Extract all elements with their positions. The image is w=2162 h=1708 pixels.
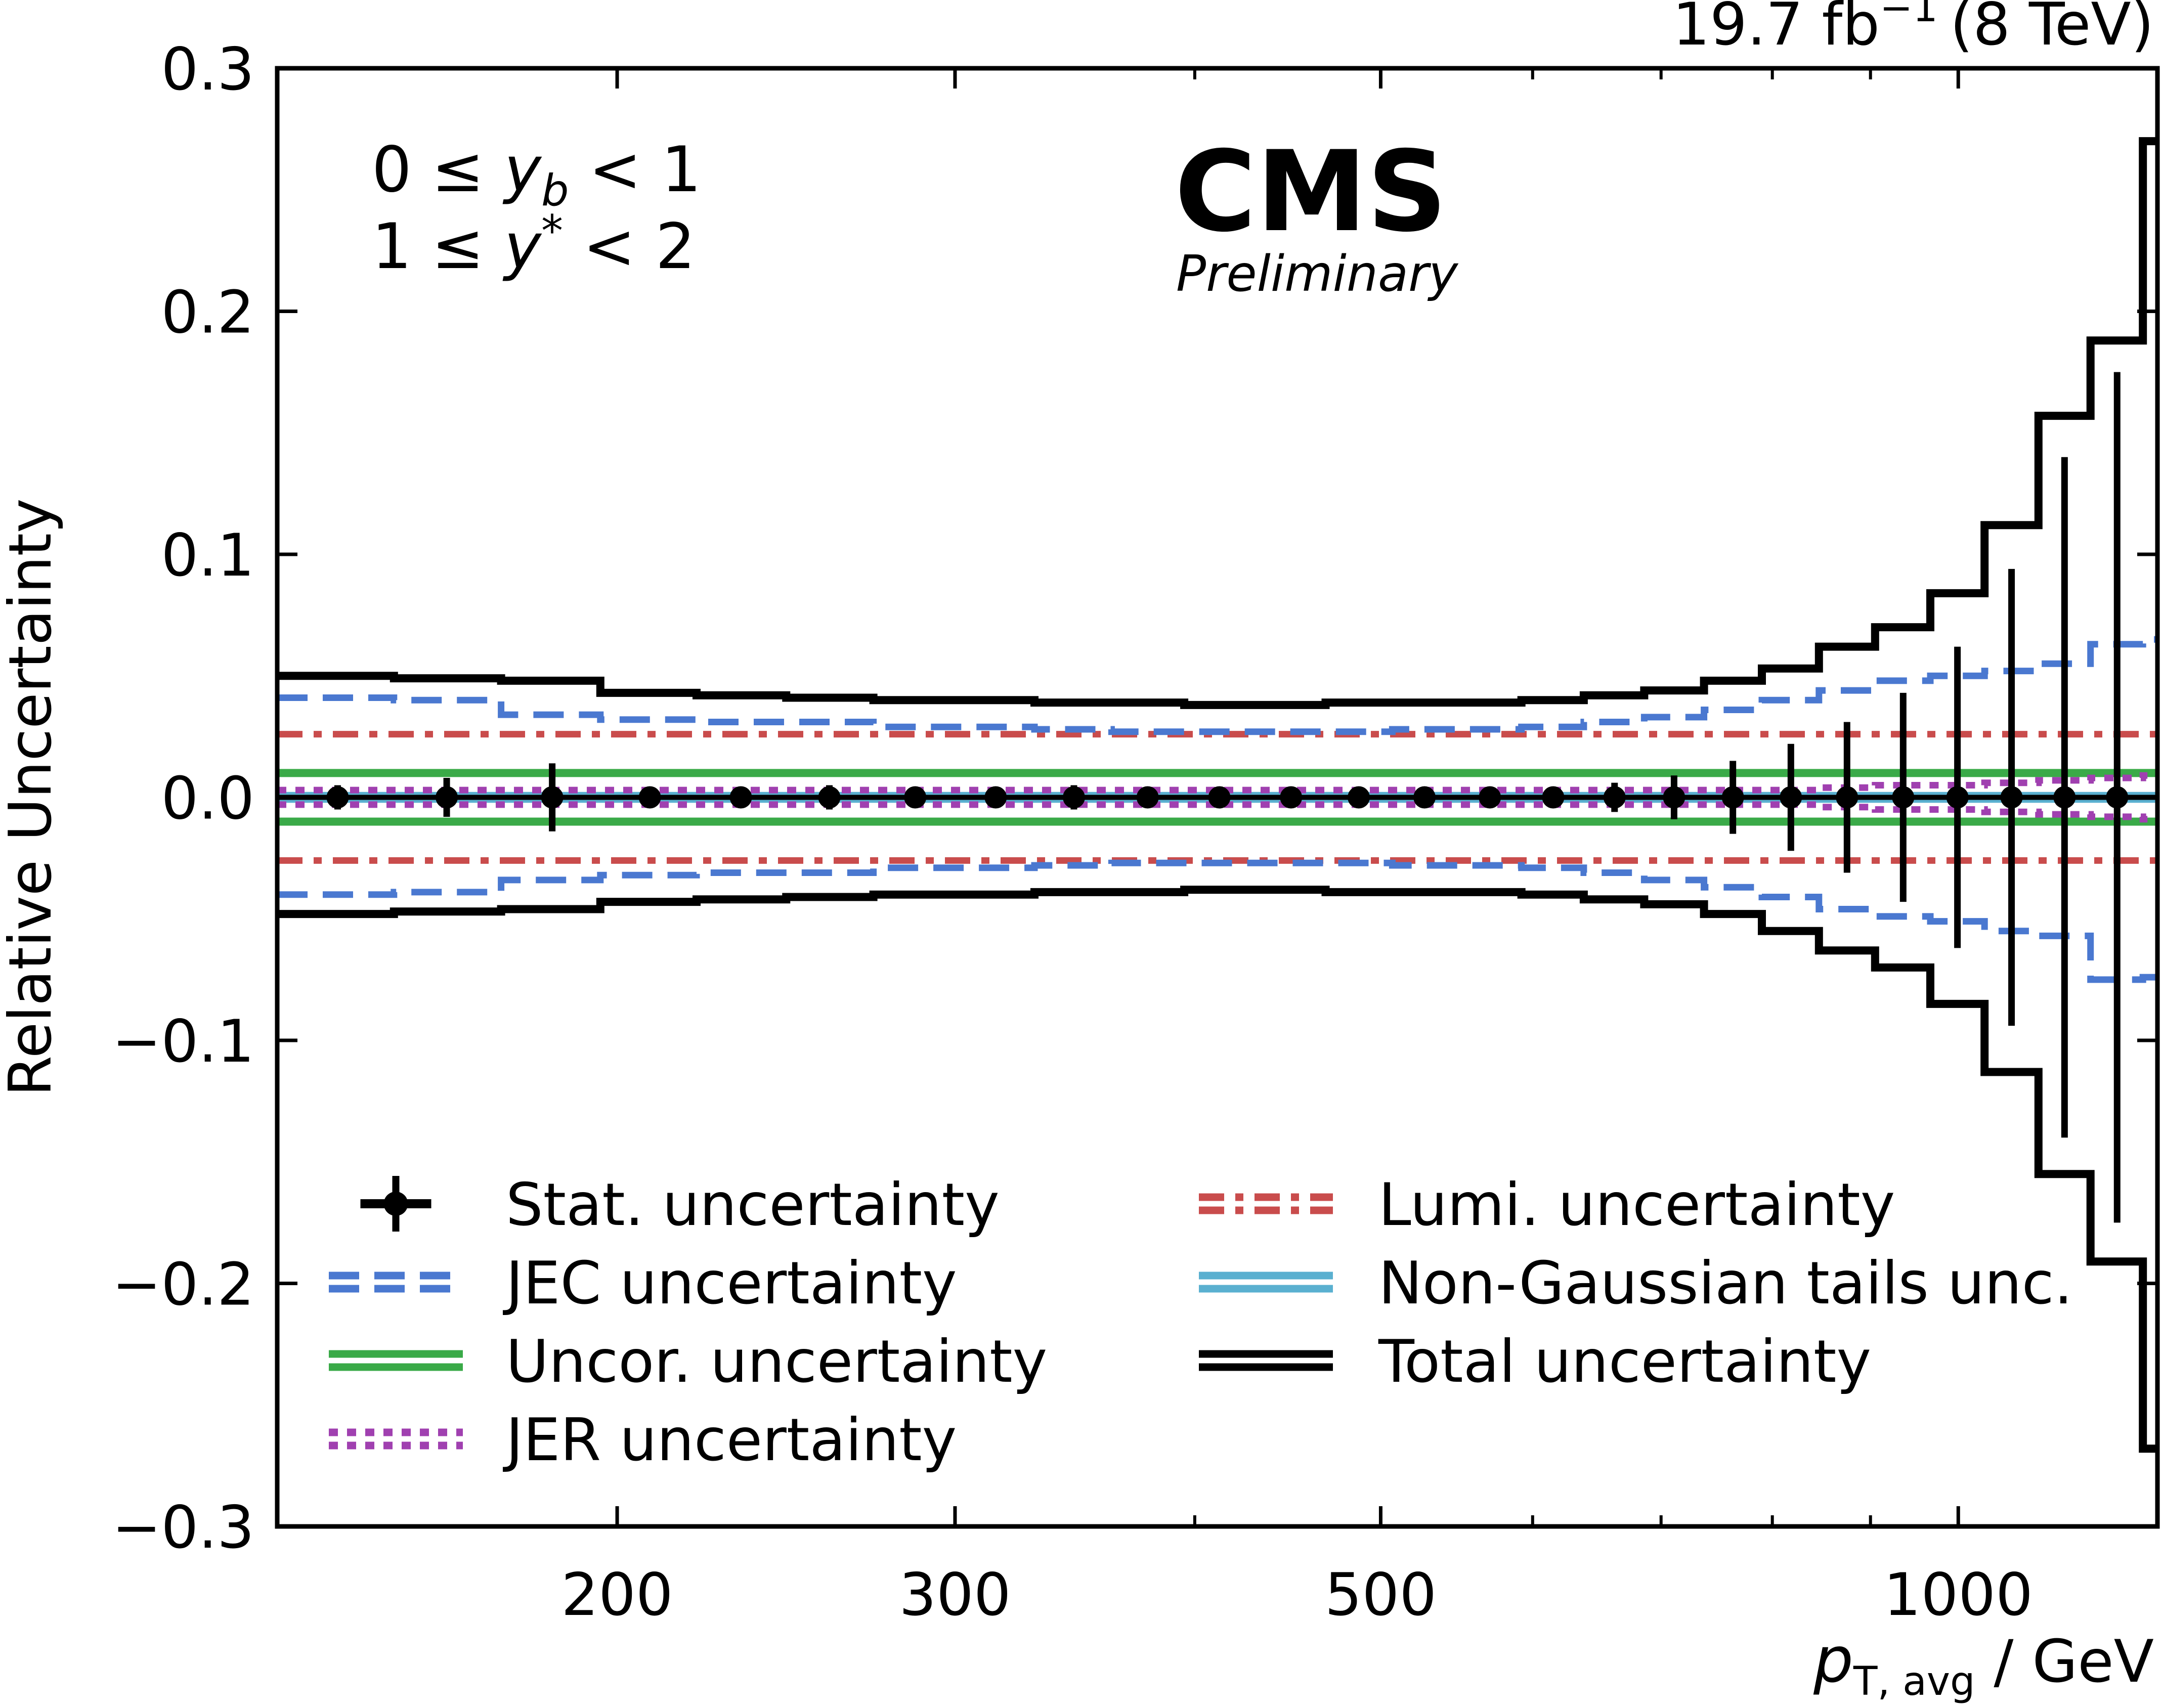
stat-point <box>2000 786 2023 809</box>
legend-swatch-stat-uncertainty-dot <box>383 1192 408 1216</box>
stat-point <box>436 786 458 809</box>
rapidity-cut-ystar: 1 ≤ y* < 2 <box>372 206 696 283</box>
ystar-range-start: 1 ≤ <box>372 210 504 283</box>
stat-point <box>2106 786 2129 809</box>
legend-label-lumi-uncertainty: Lumi. uncertainty <box>1378 1171 1895 1239</box>
legend-label-total-uncertainty: Total uncertainty <box>1378 1328 1871 1396</box>
legend-label-non-gaussian-tails-unc: Non-Gaussian tails unc. <box>1378 1249 2072 1318</box>
stat-point <box>984 786 1007 809</box>
ystar-range-end: < 2 <box>563 210 696 283</box>
legend: Stat. uncertainty JEC uncertainty Uncor. u… <box>329 1171 2072 1474</box>
stat-point <box>1780 786 1802 809</box>
stat-point <box>1136 786 1159 809</box>
x-axis-unit: / GeV <box>1975 1628 2154 1696</box>
energy-label: (8 TeV) <box>1950 0 2154 59</box>
y-tick-label: 0.3 <box>161 35 254 104</box>
stat-point <box>541 786 564 809</box>
stat-point <box>1542 786 1565 809</box>
stat-point <box>1836 786 1858 809</box>
ystar-symbol: y <box>502 210 542 283</box>
jec-uncertainty-upper-line <box>277 636 2157 735</box>
legend-label-jer-uncertainty: JER uncertainty <box>503 1406 957 1474</box>
y-tick-label: 0.2 <box>161 279 254 347</box>
y-tick-label: −0.1 <box>112 1008 254 1076</box>
x-tick-label: 200 <box>561 1561 673 1629</box>
yb-symbol: y <box>502 134 542 206</box>
legend-label-uncor-uncertainty: Uncor. uncertainty <box>506 1328 1047 1396</box>
stat-point <box>1208 786 1231 809</box>
legend-label-jec-uncertainty: JEC uncertainty <box>503 1249 957 1318</box>
x-axis-subscript: T, avg <box>1853 1659 1975 1704</box>
x-tick-label: 1000 <box>1884 1561 2033 1629</box>
legend-label-stat-uncertainty: Stat. uncertainty <box>506 1171 1000 1239</box>
y-tick-label: −0.3 <box>112 1494 254 1562</box>
stat-point <box>1663 786 1685 809</box>
stat-point <box>1479 786 1501 809</box>
jec-uncertainty-lower-line <box>277 859 2157 983</box>
y-tick-label: 0.0 <box>161 765 254 833</box>
x-axis-variable: p <box>1813 1624 1853 1697</box>
ystar-superscript: * <box>541 206 563 256</box>
experiment-label: CMS <box>1175 127 1447 256</box>
stat-point <box>1603 786 1626 809</box>
luminosity-label: 19.7 fb−1 (8 TeV) <box>1672 0 2154 59</box>
x-tick-label: 500 <box>1325 1561 1437 1629</box>
yb-subscript: b <box>541 165 569 216</box>
stat-point <box>1280 786 1303 809</box>
rapidity-cut-yb: 0 ≤ yb < 1 <box>372 134 701 216</box>
yb-range-end: < 1 <box>569 134 702 206</box>
stat-point <box>1946 786 1969 809</box>
stat-point <box>818 786 841 809</box>
y-tick-label: −0.2 <box>112 1251 254 1319</box>
ticks-layer: 0.3 0.2 0.1 0.0 −0.1 −0.2 −0.3 200 300 500 1000 <box>112 35 2157 1629</box>
y-tick-label: 0.1 <box>161 521 254 590</box>
x-axis-label: pT, avg / GeV <box>1813 1624 2154 1704</box>
yb-range-start: 0 ≤ <box>372 134 504 206</box>
stat-point <box>1892 786 1915 809</box>
x-tick-label: 300 <box>899 1561 1011 1629</box>
stat-point <box>1721 786 1744 809</box>
stat-point <box>729 786 752 809</box>
total-uncertainty-lower-line <box>277 886 2157 1453</box>
total-uncertainty-upper-line <box>277 137 2157 709</box>
stat-point <box>638 786 661 809</box>
stat-point <box>904 786 927 809</box>
stat-point <box>2053 786 2076 809</box>
stat-point <box>326 786 349 809</box>
lumi-exponent: −1 <box>1880 0 1938 31</box>
stat-points-layer <box>326 372 2129 1223</box>
lumi-value: 19.7 fb <box>1672 0 1880 59</box>
stat-point <box>1348 786 1370 809</box>
stat-point <box>1413 786 1436 809</box>
stat-point <box>1062 786 1085 809</box>
status-label: Preliminary <box>1176 245 1459 303</box>
y-axis-label: Relative Uncertainty <box>0 498 65 1096</box>
